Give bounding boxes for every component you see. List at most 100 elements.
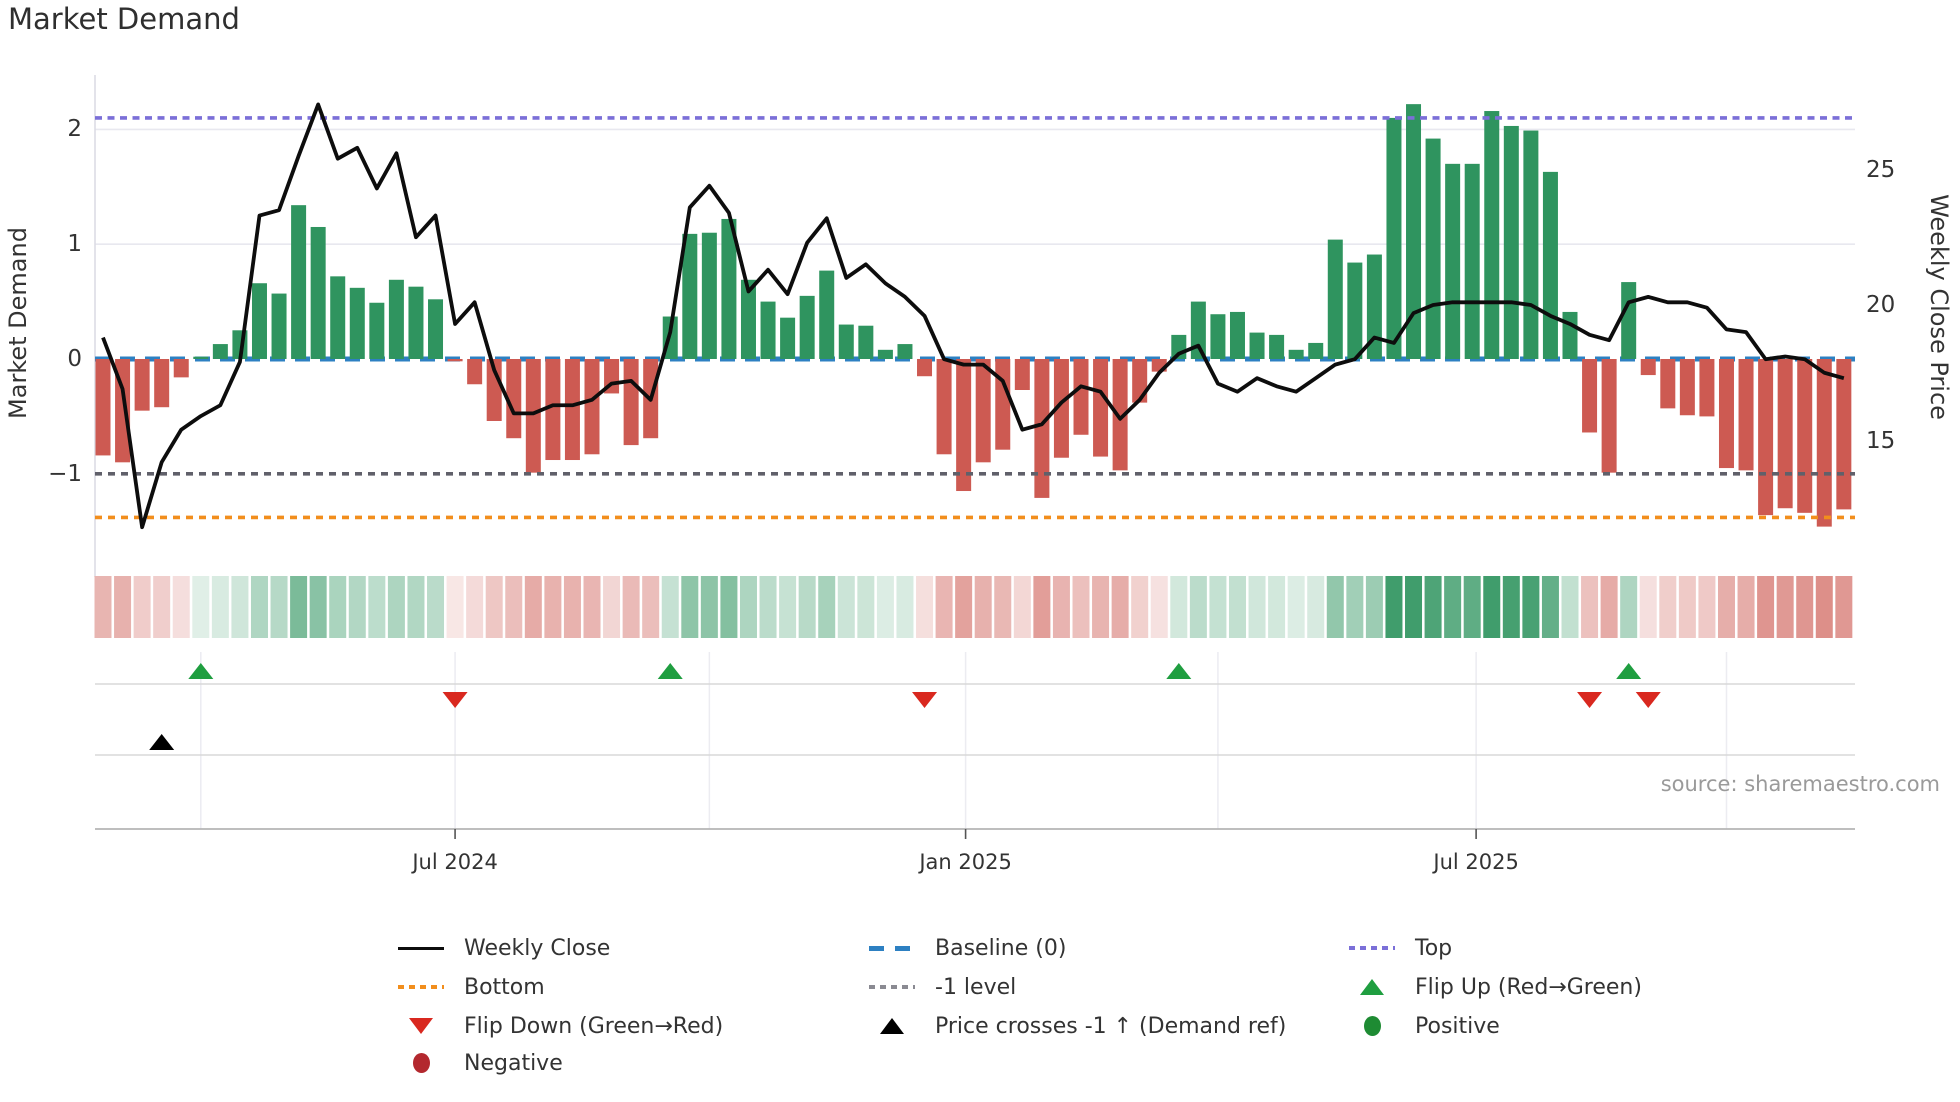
demand-bar — [408, 286, 424, 359]
heatmap-cell-negative — [1737, 576, 1755, 638]
demand-bar — [1503, 125, 1519, 360]
heatmap-cell-negative — [1659, 576, 1677, 638]
demand-bar — [428, 299, 444, 359]
demand-bar — [858, 325, 874, 359]
demand-bar — [1347, 262, 1363, 359]
legend-label: Bottom — [464, 974, 545, 1000]
heatmap-cell-positive — [1170, 576, 1188, 638]
heatmap-cell-negative — [974, 576, 992, 638]
heatmap-cell-negative — [916, 576, 934, 638]
demand-bar — [525, 359, 541, 473]
heatmap-cell-negative — [1776, 576, 1794, 638]
flip-up-marker — [188, 663, 214, 679]
heatmap-cell-negative — [133, 576, 151, 638]
right-tick-25: 25 — [1866, 156, 1896, 183]
x-tick-label: Jul 2024 — [412, 850, 498, 874]
heatmap-cell-positive — [1268, 576, 1286, 638]
demand-bar — [1053, 359, 1069, 458]
demand-bar — [721, 218, 737, 359]
heatmap-cell-negative — [955, 576, 973, 638]
legend-item-tri-up-black: Price crosses -1 ↑ (Demand ref) — [868, 1011, 1286, 1041]
demand-bar — [1484, 111, 1500, 359]
demand-bar — [1836, 359, 1852, 510]
page-title: Market Demand — [8, 2, 240, 36]
flip-up-marker — [1166, 663, 1192, 679]
heatmap-cell-positive — [681, 576, 699, 638]
legend-label: Flip Up (Red→Green) — [1415, 974, 1642, 1000]
heatmap-cell-negative — [524, 576, 542, 638]
heatmap-cell-negative — [1033, 576, 1051, 638]
heatmap-cell-negative — [583, 576, 601, 638]
heatmap-cell-positive — [759, 576, 777, 638]
heatmap-cell-positive — [407, 576, 425, 638]
heatmap-cell-negative — [114, 576, 132, 638]
heatmap-cell-positive — [720, 576, 738, 638]
demand-bar — [467, 359, 483, 385]
demand-bar — [1816, 359, 1832, 527]
right-tick-20: 20 — [1866, 292, 1896, 318]
heatmap-cell-positive — [1307, 576, 1325, 638]
demand-bar — [682, 233, 698, 359]
flip-down-marker — [1577, 692, 1603, 708]
demand-bar — [545, 359, 561, 461]
heatmap-strip — [94, 576, 1853, 638]
heatmap-cell-negative — [1815, 576, 1833, 638]
heatmap-cell-positive — [1405, 576, 1423, 638]
demand-bar — [349, 287, 365, 359]
flip-down-marker — [912, 692, 938, 708]
demand-bar — [1308, 342, 1324, 359]
heatmap-cell-negative — [1717, 576, 1735, 638]
source-credit: source: sharemaestro.com — [1660, 772, 1940, 796]
heatmap-cell-negative — [94, 576, 112, 638]
legend-label: Top — [1415, 935, 1453, 961]
heatmap-cell-negative — [642, 576, 660, 638]
heatmap-cell-positive — [1209, 576, 1227, 638]
demand-bar — [760, 301, 776, 359]
demand-bar — [1758, 359, 1774, 516]
heatmap-cell-positive — [1365, 576, 1383, 638]
demand-bar — [1738, 359, 1754, 471]
demand-bar — [154, 359, 170, 408]
demand-bar — [1621, 282, 1637, 359]
heatmap-cell-positive — [1541, 576, 1559, 638]
heatmap-cell-positive — [329, 576, 347, 638]
weekly-close-line — [101, 102, 1845, 530]
legend-label: Baseline (0) — [935, 935, 1067, 961]
heatmap-cell-positive — [192, 576, 210, 638]
demand-bars — [95, 104, 1852, 527]
demand-bar — [95, 359, 111, 456]
heatmap-cell-positive — [290, 576, 308, 638]
demand-bar — [701, 232, 717, 359]
demand-bar — [1562, 311, 1578, 359]
flip-down-icon — [409, 1018, 433, 1034]
demand-bar — [897, 344, 913, 359]
demand-bar — [877, 349, 893, 359]
heatmap-cell-negative — [1072, 576, 1090, 638]
demand-bar — [1014, 359, 1030, 390]
demand-bar — [1112, 359, 1128, 471]
legend-label: Positive — [1415, 1013, 1500, 1039]
heatmap-cell-negative — [563, 576, 581, 638]
demand-bar — [1093, 359, 1109, 457]
heatmap-cell-positive — [211, 576, 229, 638]
demand-bar — [1582, 359, 1598, 433]
legend-item-circle-green: Positive — [1348, 1011, 1500, 1041]
positive-dot-icon — [1363, 1016, 1381, 1036]
demand-bar — [1366, 254, 1382, 359]
flip-up-marker — [1616, 663, 1642, 679]
heatmap-cell-negative — [153, 576, 171, 638]
demand-bar — [447, 359, 463, 362]
heatmap-cell-positive — [1463, 576, 1481, 638]
heatmap-cell-negative — [485, 576, 503, 638]
legend-item-circle-red: Negative — [397, 1048, 563, 1078]
demand-bar — [291, 205, 307, 359]
legend-label: Flip Down (Green→Red) — [464, 1013, 724, 1039]
heatmap-cell-negative — [1757, 576, 1775, 638]
heatmap-cell-negative — [1092, 576, 1110, 638]
legend-item-dot-gray: -1 level — [868, 972, 1016, 1002]
legend-label: -1 level — [935, 974, 1017, 1000]
heatmap-cell-positive — [1483, 576, 1501, 638]
legend-label: Price crosses -1 ↑ (Demand ref) — [935, 1013, 1287, 1039]
